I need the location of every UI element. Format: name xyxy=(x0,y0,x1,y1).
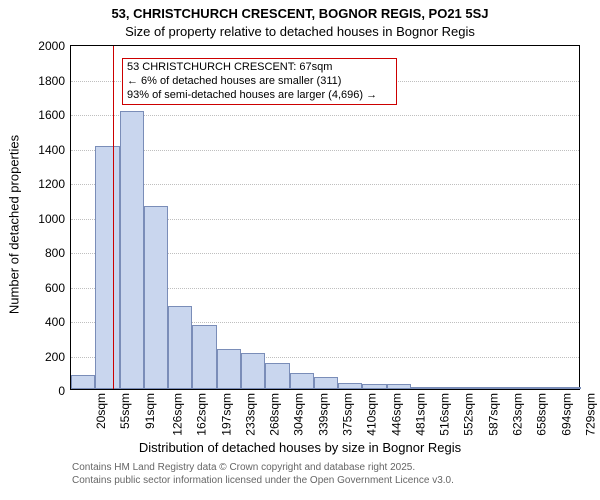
x-tick-label: 339sqm xyxy=(316,393,330,436)
histogram-bar xyxy=(435,387,459,389)
x-axis-label: Distribution of detached houses by size … xyxy=(0,440,600,455)
x-tick-label: 197sqm xyxy=(219,393,233,436)
annotation-box: 53 CHRISTCHURCH CRESCENT: 67sqm← 6% of d… xyxy=(122,58,397,105)
histogram-bar xyxy=(217,349,241,389)
x-tick-label: 729sqm xyxy=(583,393,597,436)
histogram-bar xyxy=(411,387,435,389)
y-tick-label: 1600 xyxy=(38,108,65,122)
y-tick-label: 600 xyxy=(45,281,65,295)
y-tick-label: 800 xyxy=(45,246,65,260)
gridline xyxy=(71,184,579,185)
x-tick-label: 304sqm xyxy=(292,393,306,436)
histogram-bar xyxy=(95,146,119,389)
histogram-bar xyxy=(557,387,581,389)
x-tick-label: 516sqm xyxy=(437,393,451,436)
histogram-bar xyxy=(168,306,192,389)
x-tick-label: 658sqm xyxy=(535,393,549,436)
annotation-line: ← 6% of detached houses are smaller (311… xyxy=(127,75,392,89)
x-tick-label: 410sqm xyxy=(365,393,379,436)
y-tick-label: 400 xyxy=(45,315,65,329)
y-tick-label: 1400 xyxy=(38,143,65,157)
histogram-bar xyxy=(484,387,508,389)
y-tick-label: 0 xyxy=(58,384,65,398)
histogram-bar xyxy=(265,363,289,389)
chart-title: 53, CHRISTCHURCH CRESCENT, BOGNOR REGIS,… xyxy=(0,6,600,21)
x-tick-label: 20sqm xyxy=(94,393,108,429)
x-tick-label: 694sqm xyxy=(559,393,573,436)
histogram-bar xyxy=(144,206,168,389)
y-tick-label: 1800 xyxy=(38,74,65,88)
marker-line xyxy=(113,46,114,389)
histogram-bar xyxy=(338,383,362,389)
chart-container: 53, CHRISTCHURCH CRESCENT, BOGNOR REGIS,… xyxy=(0,0,600,500)
histogram-bar xyxy=(387,384,411,389)
y-tick-label: 1200 xyxy=(38,177,65,191)
x-tick-label: 126sqm xyxy=(170,393,184,436)
gridline xyxy=(71,115,579,116)
histogram-bar xyxy=(71,375,95,389)
y-tick-label: 200 xyxy=(45,350,65,364)
x-tick-label: 446sqm xyxy=(389,393,403,436)
x-tick-label: 162sqm xyxy=(195,393,209,436)
annotation-line: 53 CHRISTCHURCH CRESCENT: 67sqm xyxy=(127,61,392,75)
plot-area: 020040060080010001200140016001800200020s… xyxy=(70,45,580,390)
histogram-bar xyxy=(241,353,265,389)
y-tick-label: 1000 xyxy=(38,212,65,226)
y-axis-label: Number of detached properties xyxy=(7,75,22,375)
x-tick-label: 552sqm xyxy=(462,393,476,436)
histogram-bar xyxy=(314,377,338,389)
x-tick-label: 91sqm xyxy=(143,393,157,429)
histogram-bar xyxy=(290,373,314,389)
x-tick-label: 623sqm xyxy=(510,393,524,436)
attribution-line-2: Contains public sector information licen… xyxy=(72,475,454,488)
gridline xyxy=(71,150,579,151)
histogram-bar xyxy=(192,325,216,389)
x-tick-label: 375sqm xyxy=(340,393,354,436)
attribution-line-1: Contains HM Land Registry data © Crown c… xyxy=(72,462,454,475)
histogram-bar xyxy=(362,384,386,389)
chart-subtitle: Size of property relative to detached ho… xyxy=(0,24,600,39)
x-tick-label: 481sqm xyxy=(413,393,427,436)
annotation-line: 93% of semi-detached houses are larger (… xyxy=(127,89,392,103)
x-tick-label: 268sqm xyxy=(267,393,281,436)
histogram-bar xyxy=(120,111,144,389)
x-tick-label: 233sqm xyxy=(243,393,257,436)
y-tick-label: 2000 xyxy=(38,39,65,53)
histogram-bar xyxy=(460,387,484,389)
x-tick-label: 587sqm xyxy=(486,393,500,436)
x-tick-label: 55sqm xyxy=(118,393,132,429)
histogram-bar xyxy=(532,387,556,389)
histogram-bar xyxy=(508,387,532,389)
attribution-text: Contains HM Land Registry data © Crown c… xyxy=(72,462,454,487)
